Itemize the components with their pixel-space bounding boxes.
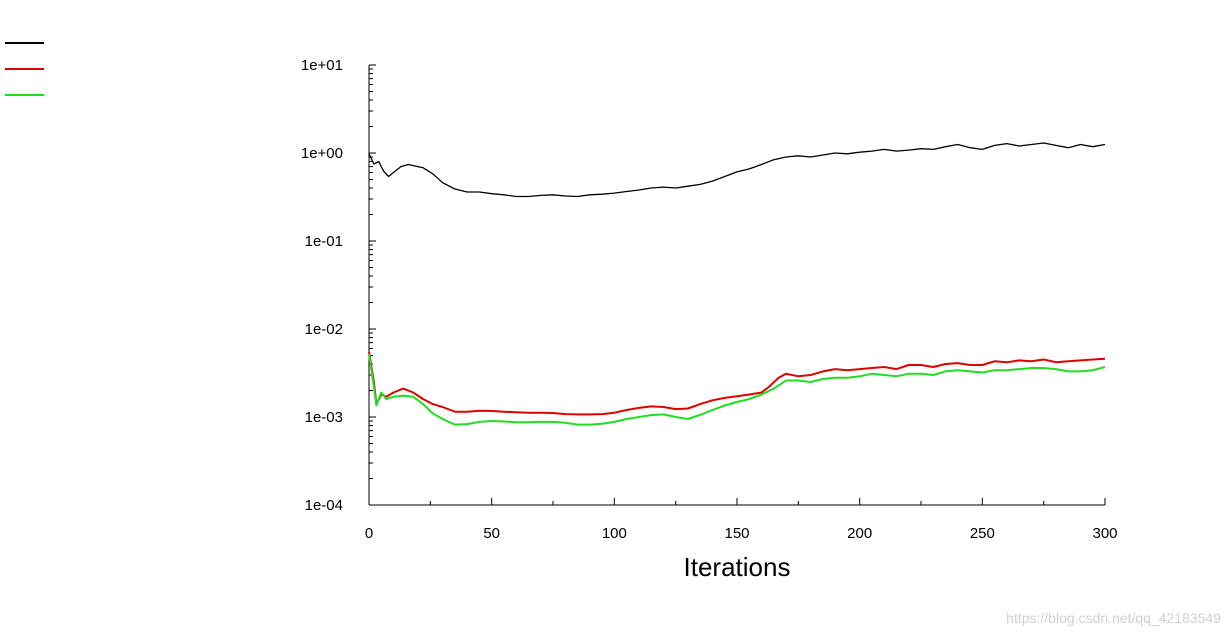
watermark-text: https://blog.csdn.net/qq_42183549 xyxy=(1006,610,1221,626)
series-line-1 xyxy=(368,142,1106,198)
series-line-3 xyxy=(368,353,1106,426)
x-tick-label: 100 xyxy=(602,525,627,542)
x-tick-label: 0 xyxy=(365,525,373,542)
y-tick-label: 1e-03 xyxy=(305,409,343,426)
series-line-2 xyxy=(368,351,1106,416)
x-tick-label: 50 xyxy=(483,525,500,542)
y-tick-label: 1e+01 xyxy=(301,57,343,74)
y-tick-label: 1e-02 xyxy=(305,321,343,338)
series-layer xyxy=(368,142,1106,426)
x-tick-label: 150 xyxy=(724,525,749,542)
x-tick-label: 300 xyxy=(1092,525,1117,542)
axes: 0 50 100 150 200 250 300 1e+01 1e+00 1e-01 1e-02 1e… xyxy=(301,57,1118,542)
x-tick-label: 200 xyxy=(847,525,872,542)
y-tick-label: 1e-04 xyxy=(305,497,343,514)
x-axis-title: Iterations xyxy=(684,552,791,582)
legend xyxy=(5,42,44,96)
y-tick-label: 1e+00 xyxy=(301,145,343,162)
x-tick-label: 250 xyxy=(970,525,995,542)
y-tick-label: 1e-01 xyxy=(305,233,343,250)
